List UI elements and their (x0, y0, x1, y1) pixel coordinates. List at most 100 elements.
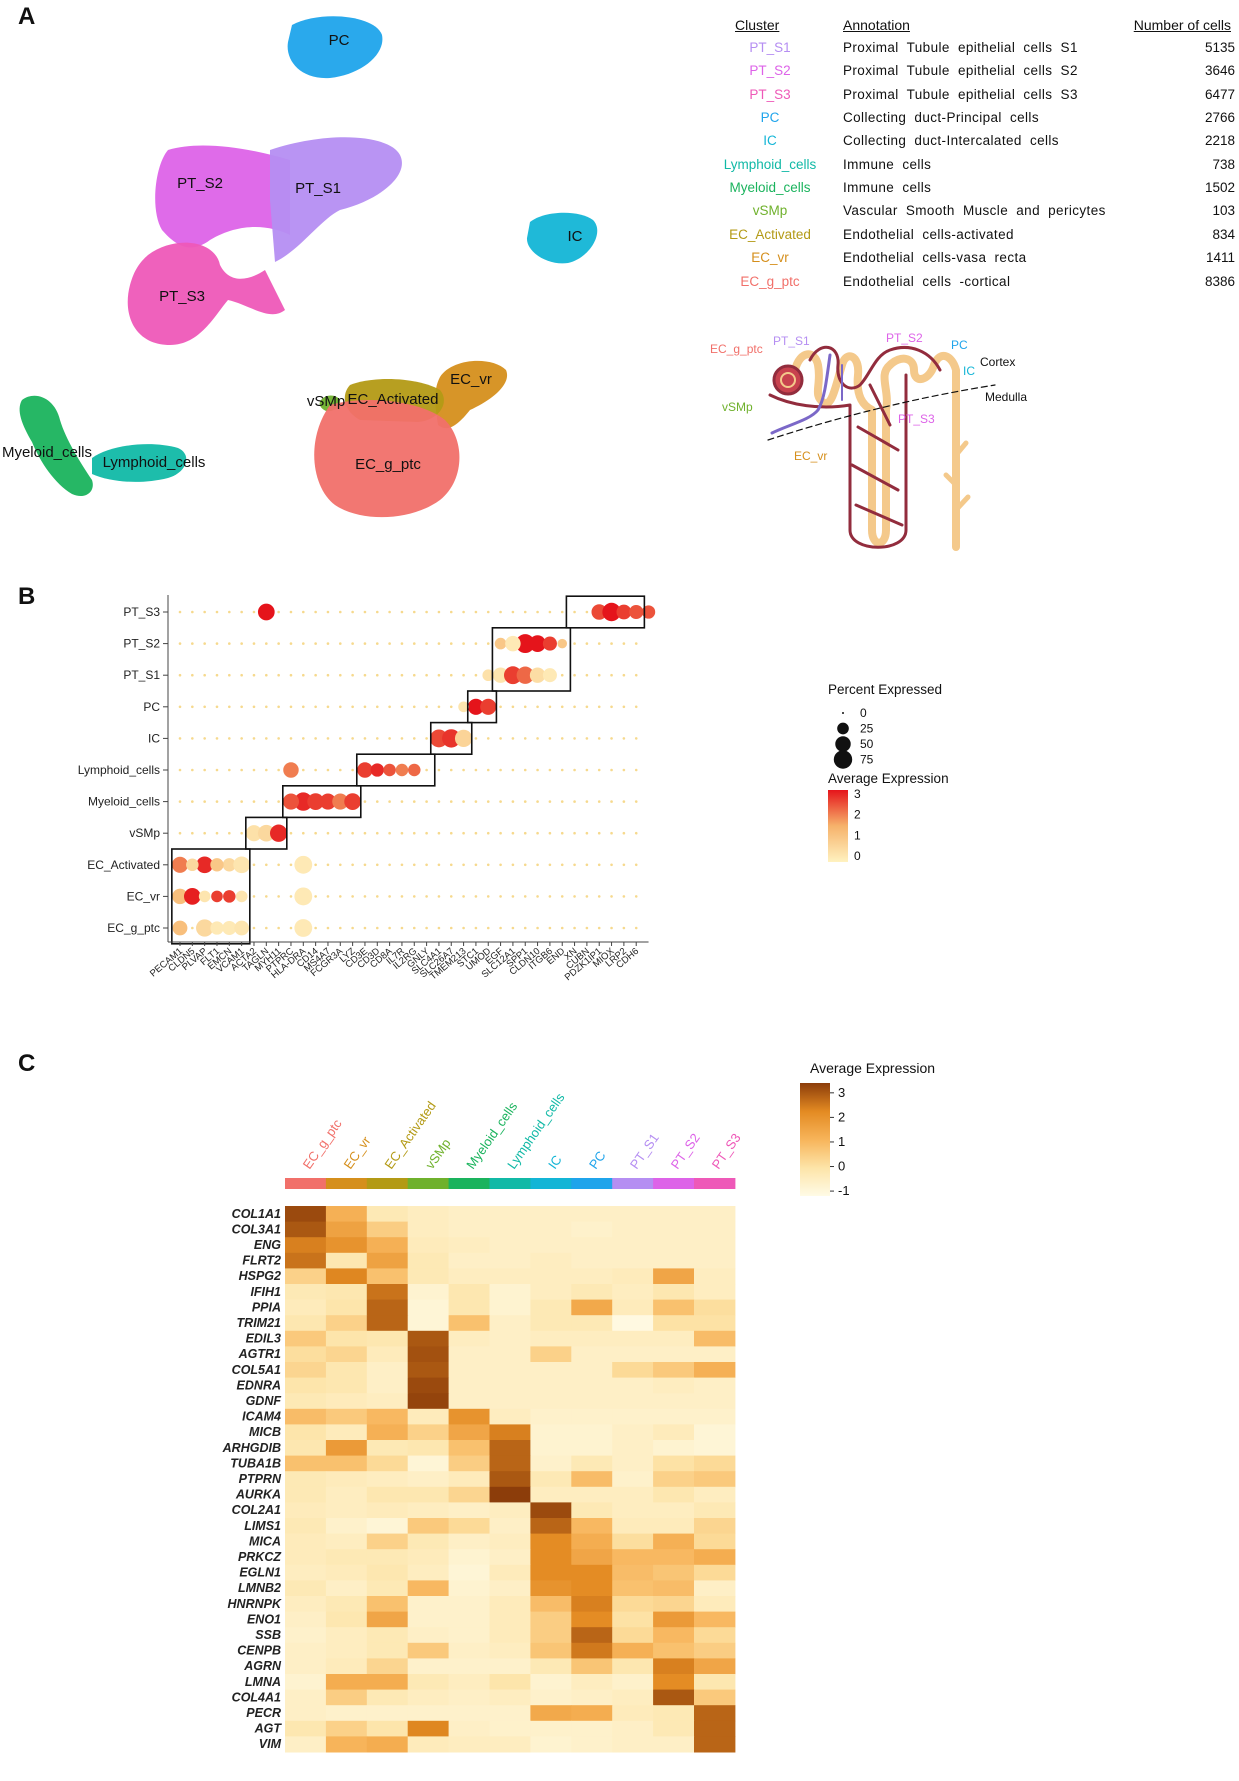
dotplot-bg-dot (388, 863, 391, 867)
dotplot-bg-dot (560, 863, 564, 867)
table-cell-cluster: Myeloid_cells (729, 180, 811, 195)
dotplot-bg-dot (610, 926, 613, 930)
dotplot-bg-dot (437, 768, 441, 772)
heatmap-cell (489, 1642, 531, 1659)
heatmap-cell (285, 1284, 327, 1301)
dotplot-bg-dot (178, 705, 182, 709)
heatmap-cell (366, 1299, 409, 1316)
table-cell-count: 738 (1212, 157, 1235, 172)
dotplot-bg-dot (499, 831, 502, 835)
dotplot-bg-dot (425, 800, 428, 803)
dotplot-dot (307, 793, 324, 810)
dotplot-dot (408, 763, 421, 777)
heatmap-cell (448, 1720, 490, 1737)
heatmap-cell (530, 1502, 572, 1519)
heatmap-cell (694, 1596, 736, 1613)
heatmap-cell (325, 1533, 368, 1550)
dotplot-row-label: Lymphoid_cells (78, 763, 160, 777)
dotplot-bg-dot (191, 926, 194, 930)
dotplot-bg-dot (597, 926, 601, 930)
heatmap-cell (407, 1252, 450, 1269)
heatmap-cell (489, 1408, 531, 1425)
dotplot-bg-dot (610, 737, 613, 740)
heatmap-cell (694, 1346, 736, 1363)
heatmap-cell (571, 1580, 613, 1597)
heatmap-cell (612, 1549, 654, 1566)
dotplot-bg-dot (388, 673, 391, 677)
dotplot-bg-dot (437, 800, 441, 803)
heatmap-cell (694, 1408, 736, 1425)
dotplot-bg-dot (597, 800, 601, 803)
dotplot-bg-dot (191, 737, 194, 740)
heatmap-cell (366, 1221, 409, 1238)
dotplot-bg-dot (486, 768, 490, 772)
umap-label: EC_g_ptc (355, 456, 421, 473)
dotplot-bg-dot (191, 610, 194, 614)
dotplot-bg-dot (622, 831, 626, 835)
dotplot-dot (542, 668, 557, 683)
dotplot-bg-dot (634, 800, 638, 803)
heatmap-cell (285, 1642, 327, 1659)
heatmap-cell (448, 1518, 490, 1535)
heatmap-cell (694, 1330, 736, 1347)
umap-label: Myeloid_cells (2, 444, 92, 461)
dotplot-dot (319, 793, 337, 810)
dotplot-bg-dot (474, 863, 478, 867)
heatmap-cell (612, 1330, 654, 1347)
heatmap-cell (407, 1315, 450, 1332)
heatmap-cell (366, 1268, 409, 1285)
dotplot-bg-dot (400, 800, 404, 803)
heatmap-cell (448, 1377, 490, 1394)
nephron-label-pc: PC (951, 338, 968, 352)
heatmap-cell (285, 1377, 327, 1394)
heatmap-cell (366, 1377, 409, 1394)
heatmap-gene-label: CENPB (237, 1644, 281, 1658)
dotplot-bg-dot (265, 737, 268, 740)
table-row: EC_vr Endothelial cells-vasa recta 1411 (700, 250, 1235, 270)
heatmap-cell (694, 1237, 736, 1254)
heatmap-cell (285, 1393, 327, 1410)
heatmap-column-color (612, 1178, 654, 1189)
heatmap-gene-label: TRIM21 (237, 1316, 282, 1330)
dotplot-bg-dot (265, 642, 268, 645)
heatmap-cell (694, 1206, 736, 1223)
heatmap-cell (530, 1564, 572, 1581)
dotplot-bg-dot (585, 800, 589, 803)
heatmap-column-color (489, 1178, 531, 1189)
dotplot-bg-dot (511, 768, 515, 772)
dotplot-dot (458, 701, 469, 713)
heatmap-cell (571, 1221, 613, 1238)
dotplot-bg-dot (326, 673, 330, 677)
dotplot-bg-dot (240, 768, 243, 772)
heatmap-cell (448, 1658, 490, 1675)
heatmap-cell (407, 1440, 450, 1457)
dotplot-bg-dot (289, 926, 293, 930)
dotplot-bg-dot (573, 895, 576, 898)
dotplot-dot (332, 793, 349, 810)
heatmap-column-label: EC_vr (341, 1133, 374, 1172)
nephron-label-pt-s3: PT_S3 (898, 412, 935, 426)
umap-cluster-pc (287, 16, 383, 79)
heatmap-cell (694, 1674, 736, 1691)
heatmap-cell (530, 1268, 572, 1285)
dotplot-bg-dot (289, 863, 293, 867)
heatmap-cell (653, 1518, 695, 1535)
heatmap-cell (612, 1284, 654, 1301)
heatmap-cell (325, 1362, 368, 1379)
heatmap-cell (530, 1284, 572, 1301)
heatmap-column-color (325, 1178, 368, 1189)
dotplot-bg-dot (610, 642, 613, 645)
dotplot-bg-dot (277, 610, 280, 614)
dotplot-bg-dot (449, 926, 453, 930)
heatmap-cell (448, 1206, 490, 1223)
heatmap-cell (489, 1221, 531, 1238)
dotplot-bg-dot (437, 863, 441, 867)
table-cell-annotation: Endothelial cells -cortical (843, 274, 1011, 289)
heatmap-cell (366, 1596, 409, 1613)
heatmap-cell (530, 1471, 572, 1488)
dotplot-bg-dot (474, 673, 478, 677)
dotplot-bg-dot (412, 705, 416, 709)
size-legend-dot (833, 750, 853, 769)
heatmap-cell (285, 1564, 327, 1581)
dotplot-bg-dot (536, 926, 539, 930)
